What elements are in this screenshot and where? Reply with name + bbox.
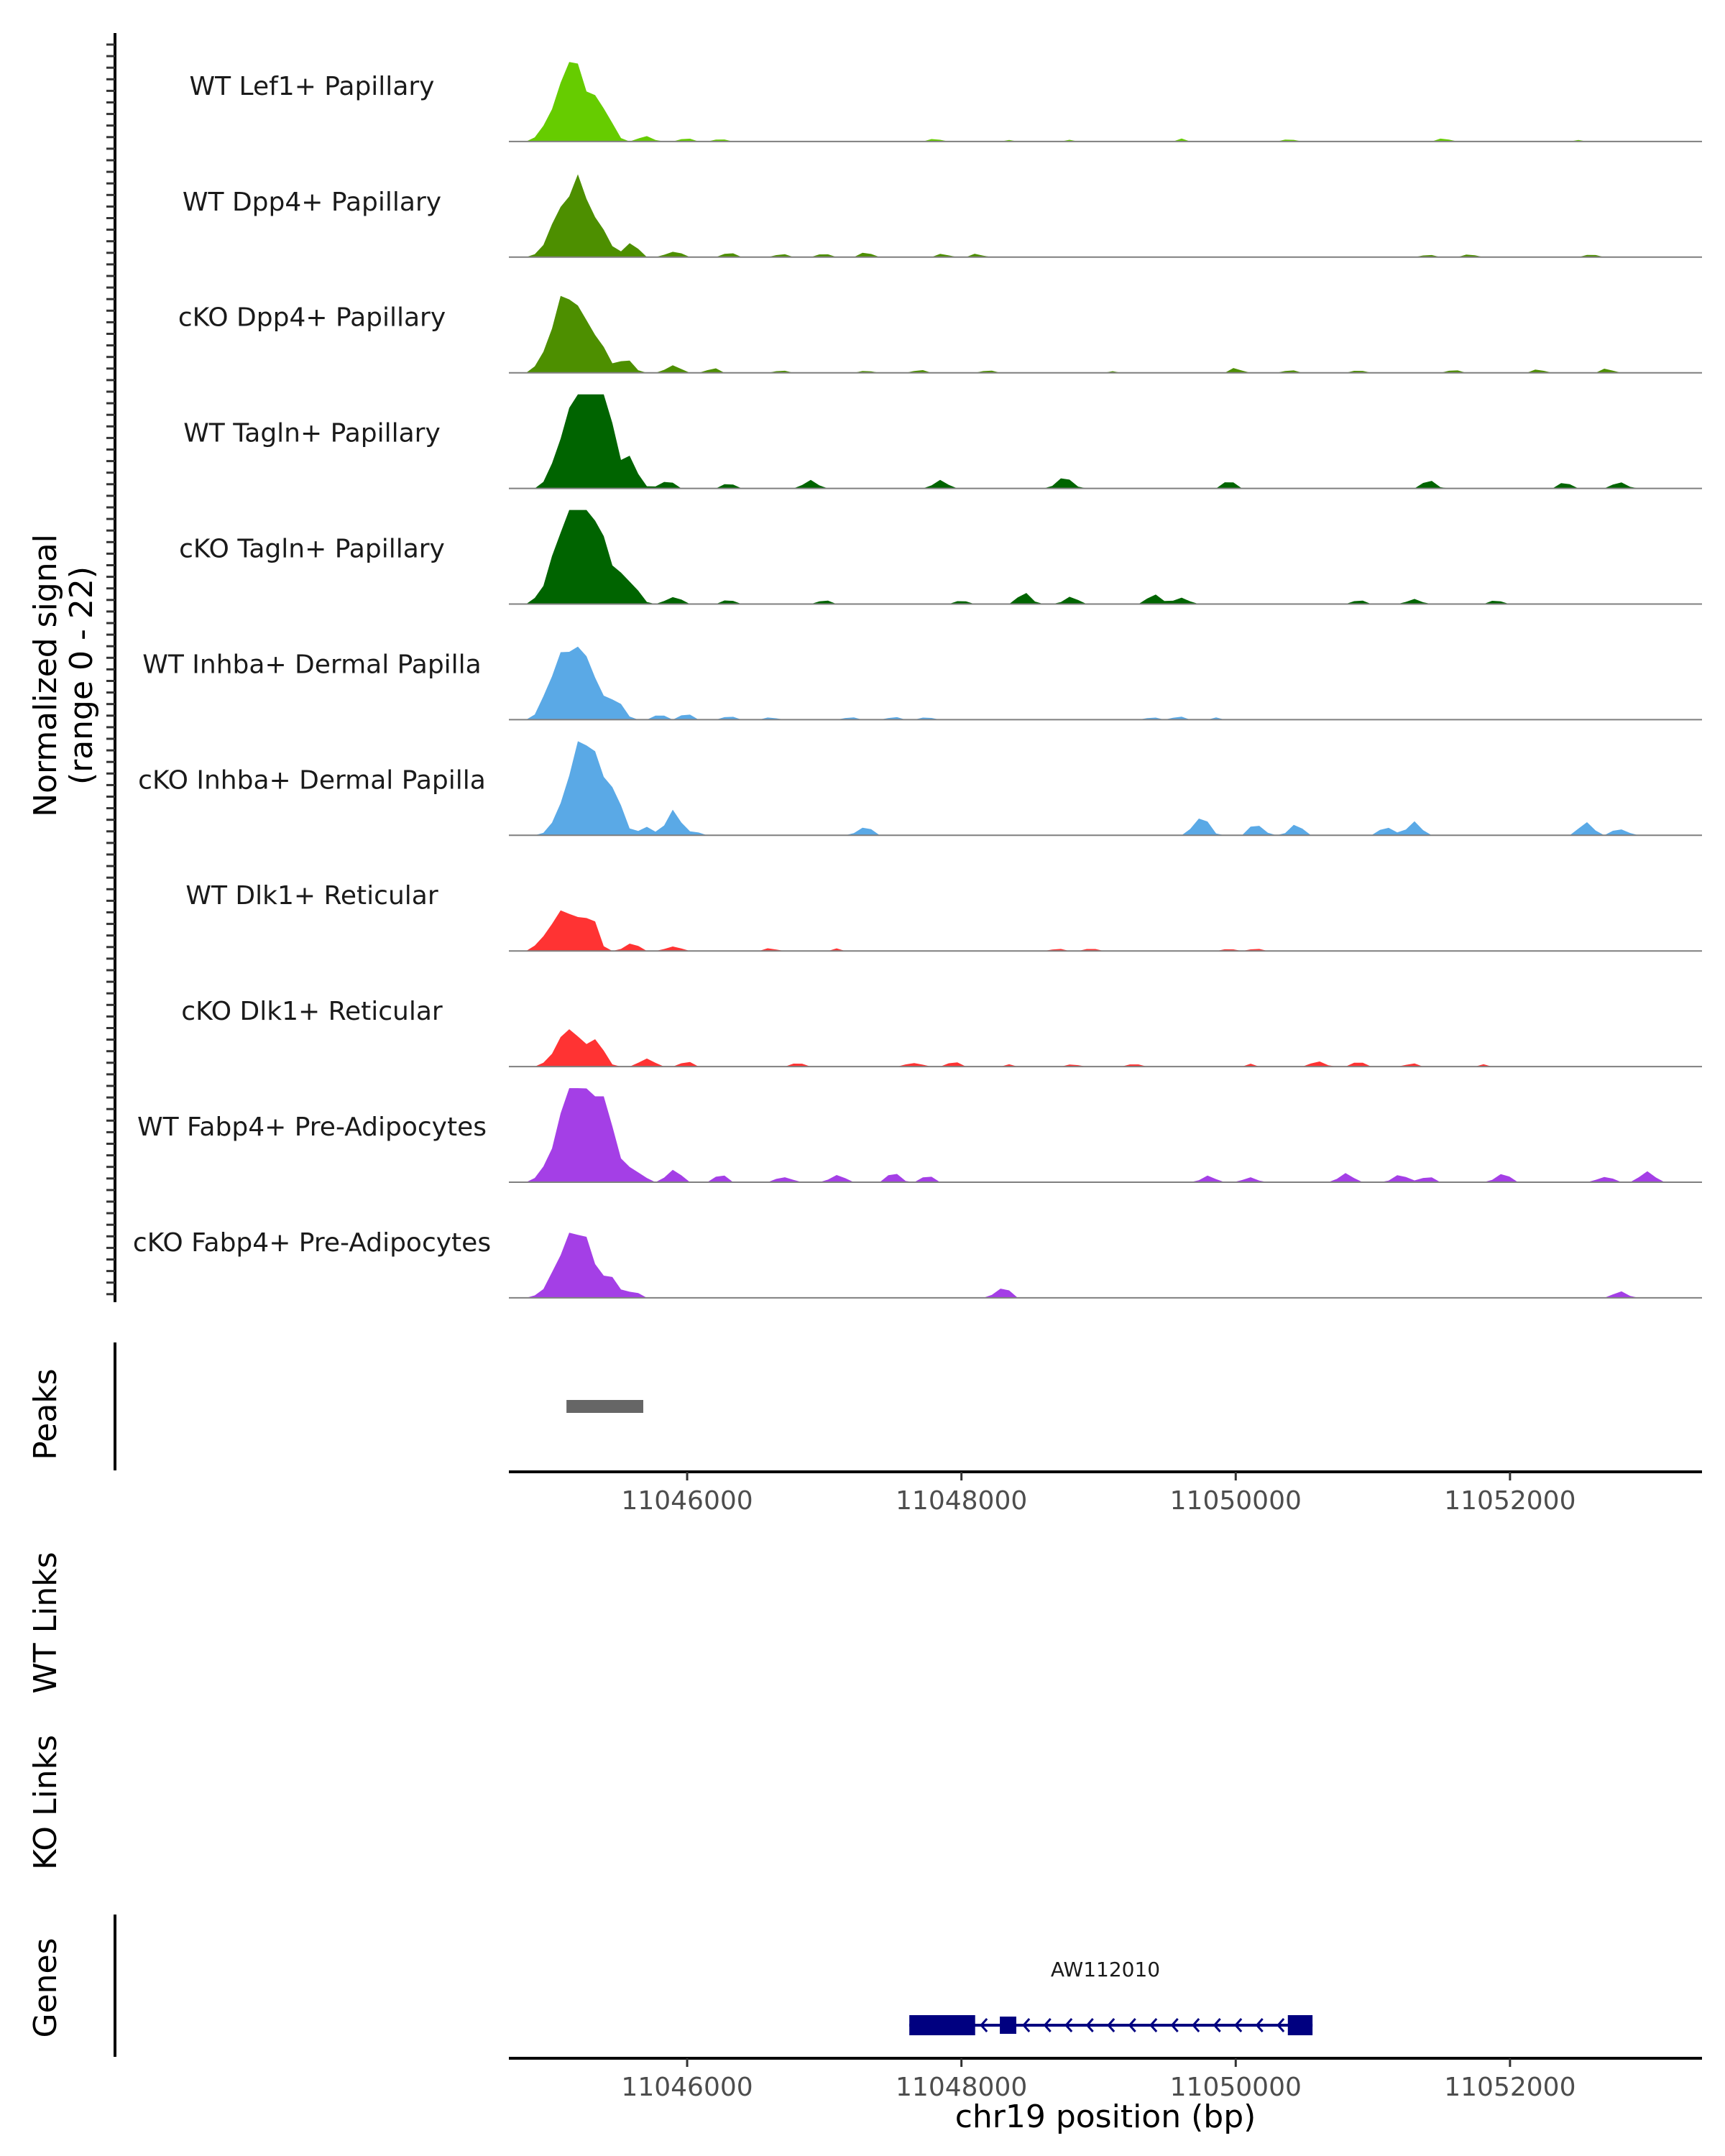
ko-links-label: KO Links <box>27 1735 64 1870</box>
track-label: WT Lef1+ Papillary <box>190 72 435 101</box>
x-tick-label: 11050000 <box>1170 1486 1302 1516</box>
coverage-area <box>509 1029 1690 1067</box>
coverage-track: cKO Inhba+ Dermal Papilla <box>138 741 1702 837</box>
track-label: WT Fabp4+ Pre-Adipocytes <box>137 1112 487 1142</box>
track-label: cKO Fabp4+ Pre-Adipocytes <box>133 1228 491 1258</box>
coverage-area <box>509 510 1690 604</box>
track-label: cKO Dlk1+ Reticular <box>181 997 443 1026</box>
strand-arrow <box>1170 2018 1179 2032</box>
x-tick-label: 11048000 <box>896 1486 1027 1516</box>
coverage-track: WT Tagln+ Papillary <box>183 394 1702 489</box>
coverage-tracks: WT Lef1+ Papillary WT Dpp4+ Papillary cKO … <box>106 33 1702 1302</box>
strand-arrow <box>1064 2018 1073 2032</box>
coverage-area <box>509 646 1690 720</box>
gene-exon <box>909 2015 975 2035</box>
coverage-track: WT Dpp4+ Papillary <box>183 174 1702 258</box>
x-tick-label: 11048000 <box>896 2073 1027 2102</box>
strand-arrow <box>1022 2018 1031 2032</box>
strand-arrow <box>1276 2018 1285 2032</box>
strand-arrow <box>1043 2018 1052 2032</box>
strand-arrow <box>1255 2018 1264 2032</box>
strand-arrow <box>1234 2018 1243 2032</box>
coverage-track: WT Lef1+ Papillary <box>190 62 1702 142</box>
x-axis-title: chr19 position (bp) <box>955 2099 1256 2135</box>
wt-links-label: WT Links <box>27 1552 64 1693</box>
coverage-track: cKO Dpp4+ Papillary <box>178 295 1702 374</box>
coverage-track: WT Fabp4+ Pre-Adipocytes <box>137 1088 1702 1183</box>
peaks-track-label: Peaks <box>27 1368 64 1460</box>
x-tick-label: 11052000 <box>1444 2073 1576 2102</box>
coverage-area <box>509 62 1690 142</box>
x-axis-lower: 11046000 11048000 11050000 11052000 <box>509 2057 1702 2102</box>
coverage-area <box>509 174 1690 257</box>
peak-interval <box>566 1400 643 1413</box>
coverage-track: cKO Fabp4+ Pre-Adipocytes <box>133 1228 1702 1299</box>
x-tick-label: 11046000 <box>621 2073 753 2102</box>
coverage-area <box>509 394 1690 489</box>
track-label: WT Tagln+ Papillary <box>183 419 441 448</box>
track-label: cKO Dpp4+ Papillary <box>178 303 446 333</box>
gene-exon <box>1287 2015 1313 2035</box>
strand-arrow <box>1192 2018 1200 2032</box>
coverage-area <box>509 741 1690 836</box>
genes-track: Genes AW112010 <box>27 1915 1313 2057</box>
track-label: cKO Inhba+ Dermal Papilla <box>138 765 486 795</box>
strand-arrow <box>1085 2018 1094 2032</box>
gene-exon <box>1000 2017 1016 2034</box>
track-label: WT Inhba+ Dermal Papilla <box>142 650 481 679</box>
coverage-area <box>509 1233 1690 1298</box>
strand-arrow <box>980 2018 988 2032</box>
gene-name-label: AW112010 <box>1051 1958 1160 1981</box>
x-tick-label: 11052000 <box>1444 1486 1576 1516</box>
x-axis-upper: 11046000 11048000 11050000 11052000 <box>509 1470 1702 1516</box>
coverage-track: WT Dlk1+ Reticular <box>185 881 1702 952</box>
coverage-track: WT Inhba+ Dermal Papilla <box>142 646 1702 721</box>
strand-arrow <box>1213 2018 1221 2032</box>
strand-arrow <box>1107 2018 1116 2032</box>
coverage-track: cKO Tagln+ Papillary <box>179 510 1702 605</box>
coverage-area <box>509 295 1690 373</box>
track-label: cKO Tagln+ Papillary <box>179 535 445 564</box>
y-axis-title: Normalized signal <box>27 534 64 817</box>
coverage-area <box>509 1088 1690 1182</box>
strand-arrow <box>1128 2018 1136 2032</box>
track-label: WT Dpp4+ Papillary <box>183 188 441 217</box>
coverage-area <box>509 910 1690 952</box>
track-label: WT Dlk1+ Reticular <box>185 881 438 911</box>
genes-track-label: Genes <box>27 1938 64 2037</box>
peaks-track: Peaks <box>27 1342 643 1470</box>
x-tick-label: 11050000 <box>1170 2073 1302 2102</box>
coverage-track: cKO Dlk1+ Reticular <box>181 997 1702 1068</box>
y-axis-range: (range 0 - 22) <box>63 566 100 785</box>
strand-arrow <box>1149 2018 1158 2032</box>
x-tick-label: 11046000 <box>621 1486 753 1516</box>
